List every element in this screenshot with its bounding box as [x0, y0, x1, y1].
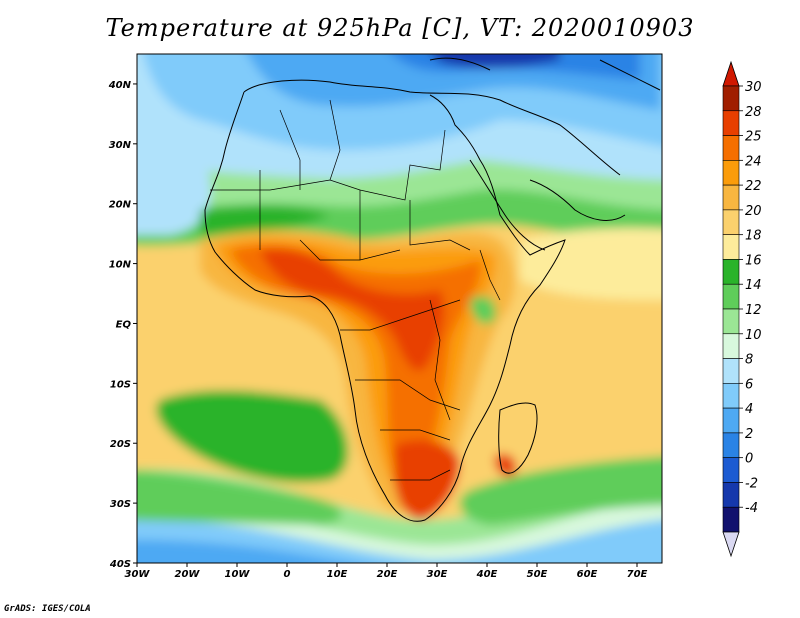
colorbar-swatch	[722, 209, 740, 235]
colorbar-swatch	[722, 110, 740, 136]
colorbar-swatch	[722, 506, 740, 533]
lon-tick-label: 0	[284, 569, 291, 580]
colorbar-label: -2	[745, 476, 758, 491]
colorbar-label: -4	[745, 501, 758, 516]
lat-tick-label: EQ	[116, 319, 132, 330]
colorbar-swatch	[722, 308, 740, 335]
colorbar-swatch	[722, 85, 740, 112]
colorbar-label: 22	[745, 179, 762, 194]
colorbar-swatch	[722, 333, 740, 359]
colorbar-swatch	[722, 135, 740, 161]
colorbar-swatch	[722, 383, 740, 409]
colorbar-top-arrow	[722, 60, 740, 87]
lat-tick-label: 20S	[110, 439, 131, 450]
lat-tick-label: 10N	[109, 260, 132, 271]
lat-tick-label: 10S	[110, 379, 131, 390]
colorbar-swatch	[722, 358, 740, 384]
colorbar-swatch	[722, 482, 740, 508]
colorbar-label: 6	[745, 377, 753, 392]
colorbar-label: 4	[745, 402, 753, 417]
colorbar-label: 12	[745, 303, 762, 318]
lon-tick-label: 20E	[377, 569, 398, 580]
lon-tick-label: 40E	[476, 569, 498, 580]
colorbar-swatch	[722, 160, 740, 186]
lat-tick-label: 30N	[109, 140, 132, 151]
lon-tick-label: 20W	[175, 569, 201, 580]
colorbar-swatch	[722, 457, 740, 483]
lon-tick-label: 10W	[225, 569, 251, 580]
grads-credit: GrADS: IGES/COLA	[4, 604, 91, 614]
lon-tick-label: 50E	[527, 569, 548, 580]
lon-tick-label: 10E	[327, 569, 348, 580]
colorbar-bottom-arrow	[722, 531, 740, 558]
colorbar-swatch	[722, 407, 740, 434]
longitude-axis: 30W 20W 10W 0 10E 20E 30E 40E 50E 60E 70E	[125, 563, 648, 580]
colorbar-label: 30	[745, 80, 762, 95]
lon-tick-label: 30E	[427, 569, 448, 580]
colorbar-label: 14	[745, 278, 762, 293]
temperature-field	[137, 54, 662, 563]
coastlines	[204, 57, 661, 522]
lat-tick-label: 40N	[108, 80, 132, 91]
colorbar-swatch	[722, 259, 740, 285]
colorbar-label: 18	[745, 229, 762, 244]
colorbar-swatch	[722, 432, 740, 458]
colorbar-label: 24	[745, 154, 762, 169]
map-title: Temperature at 925hPa [C], VT: 202001090…	[105, 14, 695, 42]
colorbar-label: 20	[745, 204, 762, 219]
country-borders	[210, 99, 501, 481]
colorbar-label: 10	[745, 328, 762, 343]
colorbar-label: 16	[745, 253, 762, 268]
lon-tick-label: 60E	[577, 569, 598, 580]
colorbar-swatch	[722, 234, 740, 260]
colorbar-swatch	[722, 283, 740, 310]
colorbar-label: 0	[745, 452, 753, 467]
lat-tick-label: 20N	[109, 200, 132, 211]
colorbar-label: 8	[745, 353, 753, 368]
map-frame	[136, 53, 663, 564]
lat-tick-label: 40S	[109, 559, 131, 570]
colorbar-label: 2	[745, 427, 753, 442]
colorbar-label: 25	[745, 130, 762, 145]
lon-tick-label: 30W	[125, 569, 151, 580]
colorbar-swatch	[722, 184, 740, 211]
latitude-axis: 40N 30N 20N 10N EQ 10S 20S 30S 40S	[108, 80, 137, 570]
colorbar-label: 28	[745, 105, 762, 120]
lon-tick-label: 70E	[627, 569, 648, 580]
lat-tick-label: 30S	[110, 499, 131, 510]
